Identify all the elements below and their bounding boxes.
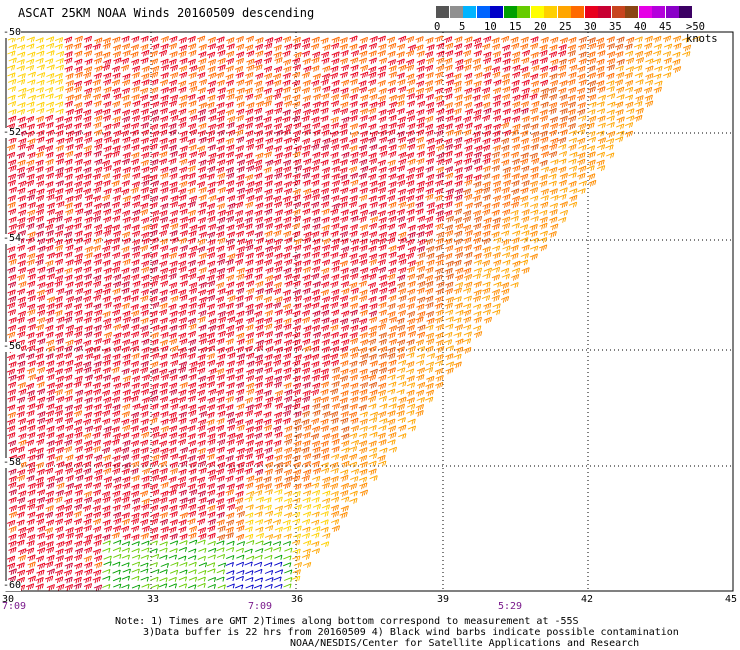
colorbar-swatch xyxy=(436,6,449,18)
time-label-1: 7:09 xyxy=(2,601,27,612)
time-label-2: 7:09 xyxy=(248,601,273,612)
colorbar-swatch xyxy=(557,6,571,18)
colorbar-swatch xyxy=(476,6,490,18)
time-label-3: 5:29 xyxy=(498,601,523,612)
colorbar-tick-label: 45 xyxy=(659,21,672,33)
colorbar-swatch xyxy=(490,6,503,18)
lat-label-52: -52 xyxy=(3,127,22,138)
colorbar-tick-label: 20 xyxy=(534,21,547,33)
wind-barb-group xyxy=(321,35,692,533)
lon-label-30: 30 xyxy=(2,594,15,605)
map-frame xyxy=(5,31,734,592)
lat-label-58: -58 xyxy=(3,457,22,468)
wind-barb-group xyxy=(102,539,293,590)
colorbar-swatch xyxy=(463,6,476,18)
colorbar-tick-label: 25 xyxy=(559,21,572,33)
lon-label-45: 45 xyxy=(725,594,738,605)
colorbar-swatch xyxy=(679,6,692,18)
colorbar-tick-label: 30 xyxy=(584,21,597,33)
wind-barb-group xyxy=(6,35,331,582)
wind-barb-group xyxy=(225,561,284,590)
lon-label-36: 36 xyxy=(291,594,304,605)
wind-barb-group xyxy=(102,539,293,590)
map-title: ASCAT 25KM NOAA Winds 20160509 descendin… xyxy=(18,6,315,20)
colorbar-swatch xyxy=(517,6,530,18)
wind-barb-group xyxy=(7,35,635,569)
colorbar-swatch xyxy=(665,6,679,18)
wind-barb-group xyxy=(6,35,567,592)
note-line-3: NOAA/NESDIS/Center for Satellite Applica… xyxy=(290,638,640,649)
colorbar-swatch xyxy=(449,6,463,18)
colorbar-swatch xyxy=(503,6,517,18)
colorbar-tick-label: 40 xyxy=(634,21,647,33)
lon-label-33: 33 xyxy=(147,594,160,605)
colorbar-tick-label: 0 xyxy=(434,21,441,33)
wind-barb-group xyxy=(217,36,633,541)
lat-label-50: -50 xyxy=(3,27,22,38)
colorbar-swatch xyxy=(625,6,638,18)
note-line-1: Note: 1) Times are GMT 2)Times along bot… xyxy=(115,616,579,627)
colorbar-swatch xyxy=(598,6,611,18)
colorbar-swatch xyxy=(611,6,625,18)
colorbar-swatch xyxy=(544,6,557,18)
colorbar-swatch xyxy=(638,6,652,18)
colorbar-swatch xyxy=(584,6,598,18)
colorbar-swatch xyxy=(571,6,584,18)
colorbar-tick-label: 5 xyxy=(459,21,466,33)
wind-barbs xyxy=(6,35,701,592)
colorbar-tick-label: 15 xyxy=(509,21,522,33)
colorbar-unit-label: >50 knots xyxy=(686,21,718,45)
colorbar-tick-label: 10 xyxy=(484,21,497,33)
lat-label-60: -60 xyxy=(3,580,22,591)
note-line-2: 3)Data buffer is 22 hrs from 20160509 4)… xyxy=(143,627,679,638)
colorbar-swatch xyxy=(530,6,544,18)
colorbar-swatch xyxy=(652,6,665,18)
lat-label-56: -56 xyxy=(3,341,22,352)
lat-label-54: -54 xyxy=(3,233,22,244)
colorbar-tick-label: 35 xyxy=(609,21,622,33)
wind-barb-group xyxy=(6,107,529,592)
lon-label-39: 39 xyxy=(437,594,450,605)
lon-label-42: 42 xyxy=(581,594,594,605)
wind-barb-group xyxy=(245,36,701,576)
